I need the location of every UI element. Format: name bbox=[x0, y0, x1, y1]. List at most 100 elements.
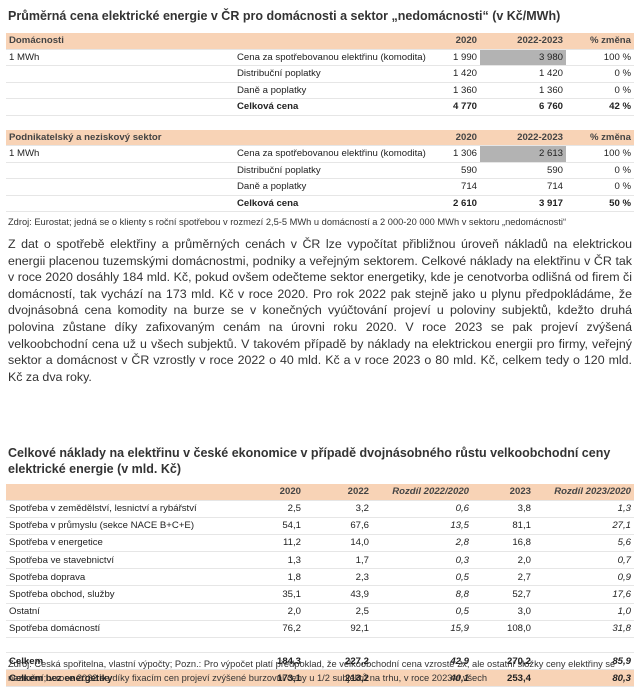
cell: 2,5 bbox=[246, 500, 304, 518]
price-table: Domácnosti 2020 2022-2023% změna 1 MWh Cena … bbox=[6, 33, 634, 212]
cell: 184,3 bbox=[246, 652, 304, 671]
cell: 17,6 bbox=[534, 585, 634, 604]
cell: 14,0 bbox=[304, 534, 372, 553]
cell: Cena za spotřebovanou elektřinu (komodit… bbox=[234, 49, 444, 66]
cell: 2,5 bbox=[304, 603, 372, 621]
cell: Spotřeba ve stavebnictví bbox=[6, 551, 246, 570]
table-row: Ostatní 2,0 2,5 0,5 3,0 1,0 bbox=[6, 603, 634, 621]
cell: 1,7 bbox=[304, 551, 372, 570]
cell: 714 bbox=[480, 178, 566, 196]
cell: Spotřeba doprava bbox=[6, 568, 246, 587]
cell: 76,2 bbox=[246, 620, 304, 639]
cell: 6 760 bbox=[480, 98, 566, 116]
cell: 714 bbox=[444, 178, 480, 196]
cell: 0,7 bbox=[534, 551, 634, 570]
cell: 2,3 bbox=[304, 568, 372, 587]
cell: 54,1 bbox=[246, 517, 304, 535]
spacer bbox=[6, 115, 634, 130]
table-row: Celková cena 4 770 6 760 42 % bbox=[6, 98, 634, 116]
header-cell: 2023 bbox=[472, 484, 534, 501]
cell: 0,5 bbox=[372, 568, 472, 587]
cell: 0,6 bbox=[372, 500, 472, 518]
table-row: Spotřeba v průmyslu (sekce NACE B+C+E) 54… bbox=[6, 517, 634, 535]
table-row: Celkem 184,3 227,2 42,9 270,2 85,9 bbox=[6, 652, 634, 671]
cell: 100 % bbox=[566, 145, 634, 163]
cell: 80,3 bbox=[534, 669, 634, 688]
cell: Daně a poplatky bbox=[234, 82, 444, 99]
table-row: Spotřeba domácností 76,2 92,1 15,9 108,0 31,8 bbox=[6, 620, 634, 639]
cell: 173,1 bbox=[246, 669, 304, 688]
cell: 1,3 bbox=[534, 500, 634, 518]
cell: 253,4 bbox=[472, 669, 534, 688]
cell bbox=[6, 178, 234, 196]
cell: 2 610 bbox=[444, 195, 480, 212]
cell: 52,7 bbox=[472, 585, 534, 604]
cell: 85,9 bbox=[534, 652, 634, 671]
cell: 50 % bbox=[566, 195, 634, 212]
cell: 3,0 bbox=[472, 603, 534, 621]
header-cell: Podnikatelský a neziskový sektor bbox=[6, 129, 234, 146]
cell: 16,8 bbox=[472, 534, 534, 553]
header-cell bbox=[234, 129, 444, 146]
table-row: Spotřeba doprava 1,8 2,3 0,5 2,7 0,9 bbox=[6, 568, 634, 587]
cell: 2,0 bbox=[472, 551, 534, 570]
table-row: 1 MWh Cena za spotřebovanou elektřinu (ko… bbox=[6, 145, 634, 163]
header-cell: 2022-2023 bbox=[480, 33, 566, 50]
cell: 42,9 bbox=[372, 652, 472, 671]
cell: 227,2 bbox=[304, 652, 372, 671]
cell: 100 % bbox=[566, 49, 634, 66]
cell bbox=[6, 195, 234, 212]
table-row: Distribuční poplatky 590 590 0 % bbox=[6, 162, 634, 179]
cell: 3 980 bbox=[480, 49, 566, 66]
cell: Celkem bbox=[6, 652, 246, 671]
header-cell: % změna bbox=[566, 33, 634, 50]
cell: 1 420 bbox=[480, 65, 566, 83]
cell: 1,0 bbox=[534, 603, 634, 621]
paragraph: Z dat o spotřebě elektřiny a průměrných … bbox=[8, 237, 632, 384]
cell: 1 306 bbox=[444, 145, 480, 163]
cell: 1 MWh bbox=[6, 145, 234, 163]
cell: 0 % bbox=[566, 65, 634, 83]
cell: Celkem bez energetiky bbox=[6, 669, 246, 688]
cell: 5,6 bbox=[534, 534, 634, 553]
cell: 3 917 bbox=[480, 195, 566, 212]
cell: Ostatní bbox=[6, 603, 246, 621]
cell: 15,9 bbox=[372, 620, 472, 639]
cell: 13,5 bbox=[372, 517, 472, 535]
cell: Spotřeba v energetice bbox=[6, 534, 246, 553]
cell: Spotřeba v zemědělství, lesnictví a rybá… bbox=[6, 500, 246, 518]
cell: 35,1 bbox=[246, 585, 304, 604]
cell: 590 bbox=[444, 162, 480, 179]
title: Průměrná cena elektrické energie v ČR pr… bbox=[8, 9, 561, 23]
cell: 108,0 bbox=[472, 620, 534, 639]
header-cell: 2022 bbox=[304, 484, 372, 501]
cell: 3,8 bbox=[472, 500, 534, 518]
cell: 42 % bbox=[566, 98, 634, 116]
cell: 67,6 bbox=[304, 517, 372, 535]
cell: 2,0 bbox=[246, 603, 304, 621]
cell bbox=[6, 162, 234, 179]
table-row: Spotřeba obchod, služby 35,1 43,9 8,8 52,7 17… bbox=[6, 585, 634, 604]
header-cell bbox=[234, 33, 444, 50]
cell: Celková cena bbox=[234, 98, 444, 116]
cell: 213,2 bbox=[304, 669, 372, 688]
cell: 4 770 bbox=[444, 98, 480, 116]
cell: 1 360 bbox=[480, 82, 566, 99]
header-cell bbox=[6, 484, 246, 501]
header-cell: Rozdíl 2022/2020 bbox=[372, 484, 472, 501]
cell: 27,1 bbox=[534, 517, 634, 535]
cost-table: 2020 2022 Rozdíl 2022/2020 2023 Rozdíl 2023/… bbox=[6, 484, 634, 688]
cell bbox=[6, 65, 234, 83]
cell: 3,2 bbox=[304, 500, 372, 518]
header-cell: 2020 bbox=[246, 484, 304, 501]
cell: 1,3 bbox=[246, 551, 304, 570]
header-cell: % změna bbox=[566, 129, 634, 146]
cell: 11,2 bbox=[246, 534, 304, 553]
cell: 40,1 bbox=[372, 669, 472, 688]
cell: 81,1 bbox=[472, 517, 534, 535]
header-cell: 2022-2023 bbox=[480, 129, 566, 146]
cell bbox=[6, 82, 234, 99]
cell: 0 % bbox=[566, 82, 634, 99]
cell bbox=[6, 98, 234, 116]
